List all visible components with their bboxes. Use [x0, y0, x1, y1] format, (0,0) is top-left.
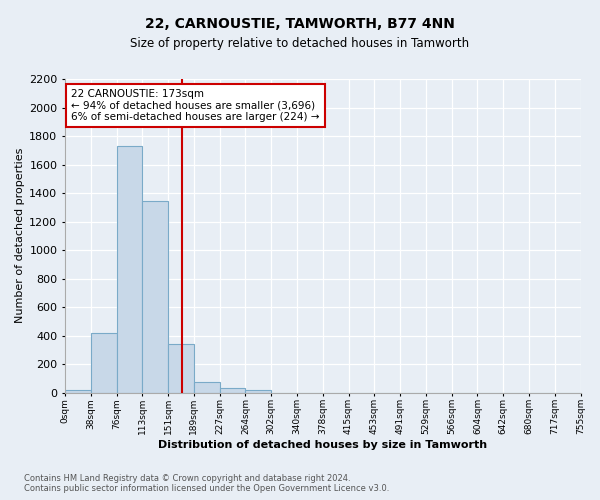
- X-axis label: Distribution of detached houses by size in Tamworth: Distribution of detached houses by size …: [158, 440, 487, 450]
- Bar: [220, 388, 245, 392]
- Y-axis label: Number of detached properties: Number of detached properties: [15, 148, 25, 324]
- Text: Contains public sector information licensed under the Open Government Licence v3: Contains public sector information licen…: [24, 484, 389, 493]
- Bar: [142, 201, 168, 392]
- Bar: [194, 382, 220, 392]
- Text: Contains HM Land Registry data © Crown copyright and database right 2024.: Contains HM Land Registry data © Crown c…: [24, 474, 350, 483]
- Bar: [116, 146, 142, 392]
- Bar: [65, 390, 91, 392]
- Text: 22 CARNOUSTIE: 173sqm
← 94% of detached houses are smaller (3,696)
6% of semi-de: 22 CARNOUSTIE: 173sqm ← 94% of detached …: [71, 89, 320, 122]
- Bar: [245, 390, 271, 392]
- Bar: [91, 334, 116, 392]
- Bar: [168, 344, 194, 393]
- Text: 22, CARNOUSTIE, TAMWORTH, B77 4NN: 22, CARNOUSTIE, TAMWORTH, B77 4NN: [145, 18, 455, 32]
- Text: Size of property relative to detached houses in Tamworth: Size of property relative to detached ho…: [130, 38, 470, 51]
